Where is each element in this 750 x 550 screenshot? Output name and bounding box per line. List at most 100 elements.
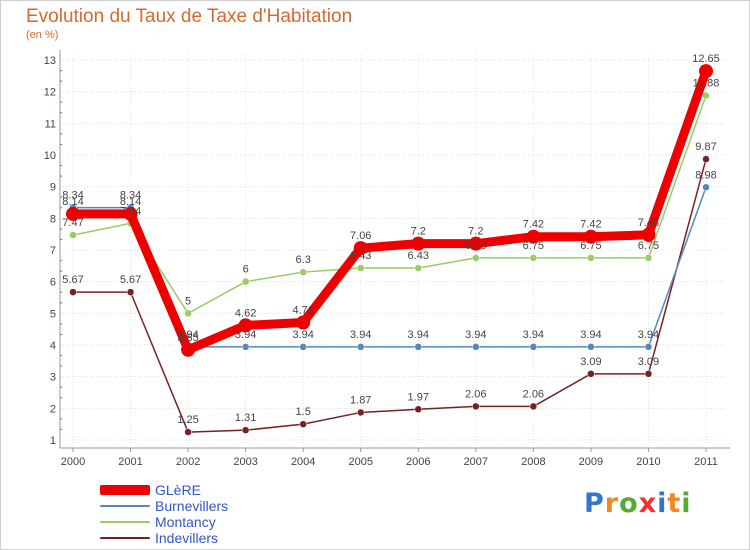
y-tick-label: 10 [44, 150, 56, 162]
data-label: 5 [185, 295, 191, 307]
logo-letter: i [681, 488, 692, 519]
x-tick-label: 2009 [579, 456, 603, 468]
data-label: 6.75 [638, 240, 659, 252]
logo-letter: x [638, 488, 658, 519]
data-label: 12.65 [692, 53, 720, 65]
data-point [529, 343, 538, 351]
data-label: 3.85 [177, 332, 198, 344]
data-label: 11.88 [693, 77, 720, 89]
data-label: 2.06 [523, 388, 544, 400]
data-point [414, 264, 423, 272]
chart-title: Evolution du Taux de Taxe d'Habitation [26, 6, 353, 27]
x-tick-label: 2005 [348, 456, 372, 468]
data-point [414, 343, 423, 351]
data-point [583, 229, 598, 244]
data-point [702, 91, 710, 100]
data-point [356, 264, 365, 272]
data-label: 1.97 [408, 391, 429, 403]
data-label: 3.94 [523, 329, 544, 341]
data-point [472, 402, 480, 411]
data-label: 3.94 [235, 329, 256, 341]
legend-item-burnevillers: Burnevillers [100, 498, 300, 514]
x-tick-label: 2008 [521, 456, 545, 468]
data-point [529, 254, 538, 262]
x-tick-label: 2006 [406, 456, 430, 468]
data-point [299, 420, 307, 428]
data-point [241, 426, 250, 434]
data-label: 7.06 [350, 230, 371, 242]
data-point [241, 343, 250, 351]
data-label: 1.5 [296, 406, 311, 418]
series-line-burnevillers [72, 186, 707, 348]
data-point [66, 206, 80, 221]
logo-letter: o [619, 488, 639, 519]
x-tick-label: 2001 [118, 456, 142, 468]
data-label: 1.25 [177, 414, 198, 426]
data-label: 2.06 [465, 388, 486, 400]
data-label: 3.94 [638, 329, 659, 341]
y-tick-label: 4 [50, 340, 56, 352]
y-tick-label: 12 [44, 87, 56, 99]
data-point [353, 241, 368, 256]
proxiti-logo: Proxiti [584, 488, 692, 519]
logo-letter: i [657, 488, 668, 519]
data-label: 6.43 [408, 250, 429, 262]
logo-letter: t [667, 488, 682, 519]
data-label: 3.94 [465, 329, 486, 341]
data-point [472, 343, 480, 351]
data-label: 8.98 [695, 169, 716, 181]
y-tick-label: 8 [50, 213, 56, 225]
y-tick-label: 2 [50, 403, 56, 415]
data-label: 8.14 [120, 196, 141, 208]
data-point [69, 288, 77, 296]
legend-swatch [100, 485, 150, 495]
legend-item-glère: GLèRE [100, 482, 300, 498]
legend-swatch [100, 521, 150, 523]
logo-letter: r [604, 488, 620, 519]
data-point [181, 342, 196, 357]
data-label: 7.48 [638, 217, 659, 229]
y-tick-label: 11 [45, 118, 56, 130]
data-point [238, 318, 253, 333]
data-point [411, 236, 426, 251]
data-point [184, 428, 192, 436]
data-label: 8.34 [62, 190, 83, 202]
data-label: 3.09 [638, 356, 659, 368]
data-label: 7.42 [523, 219, 544, 231]
data-point [414, 405, 423, 414]
y-tick-label: 7 [50, 245, 56, 257]
data-label: 5.67 [120, 274, 141, 286]
data-label: 6.43 [350, 250, 371, 262]
data-label: 8.14 [62, 196, 83, 208]
y-tick-label: 5 [50, 308, 56, 320]
y-tick-label: 9 [50, 182, 56, 194]
series-line-montancy [72, 94, 707, 315]
y-tick-label: 1 [50, 435, 56, 447]
legend-swatch [100, 537, 150, 539]
x-tick-label: 2002 [176, 456, 200, 468]
data-label: 4.62 [235, 307, 256, 319]
data-label: 6.3 [296, 254, 311, 266]
data-label: 5.67 [62, 274, 83, 286]
data-label: 3.94 [292, 329, 313, 341]
y-tick-label: 3 [50, 372, 56, 384]
data-label: 7.2 [468, 226, 483, 238]
x-tick-label: 2004 [291, 456, 315, 468]
legend-item-indevillers: Indevillers [100, 530, 300, 546]
data-label: 8.34 [120, 190, 141, 202]
data-label: 1.31 [235, 412, 256, 424]
legend-swatch [100, 505, 150, 507]
legend-label: Burnevillers [155, 498, 229, 514]
data-point [356, 408, 365, 417]
data-label: 3.94 [408, 329, 429, 341]
series-line-indevillers [72, 158, 707, 433]
series-line-glère [68, 66, 711, 355]
data-label: 3.94 [350, 329, 371, 341]
data-label: 9.87 [695, 141, 716, 153]
x-tick-label: 2011 [694, 456, 718, 468]
data-point [468, 236, 483, 251]
legend-label: GLèRE [155, 482, 201, 498]
data-point [126, 288, 135, 296]
data-label: 7.42 [580, 219, 601, 231]
data-point [699, 64, 713, 79]
